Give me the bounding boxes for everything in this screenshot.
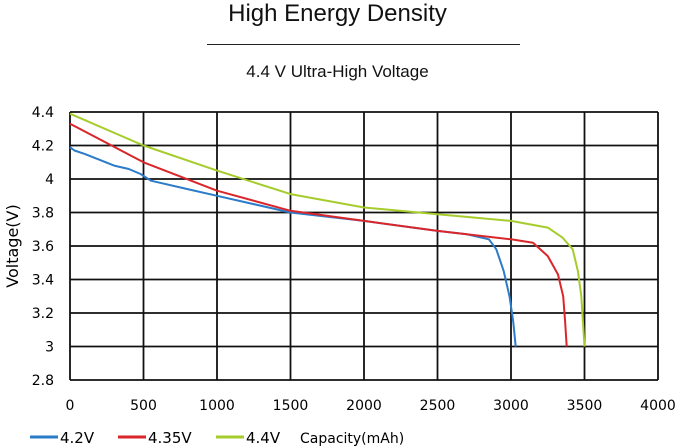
title-divider — [207, 44, 520, 45]
x-tick-label: 1000 — [199, 398, 235, 414]
series-line-4.35V — [69, 122, 568, 347]
y-tick-label: 4 — [45, 172, 54, 188]
x-tick-label: 1500 — [273, 398, 309, 414]
y-tick-label: 3.4 — [32, 273, 54, 289]
x-tick-label: 2500 — [420, 398, 456, 414]
legend-label: 4.2V — [60, 429, 95, 446]
legend-label: 4.4V — [246, 429, 281, 446]
x-tick-label: 500 — [130, 398, 157, 414]
y-tick-label: 3 — [45, 340, 54, 356]
series-line-4.4V — [69, 112, 586, 347]
x-tick-label: 0 — [66, 398, 75, 414]
y-tick-label: 4.4 — [32, 105, 54, 121]
y-tick-label: 4.2 — [32, 139, 54, 155]
y-tick-label: 3.8 — [32, 206, 54, 222]
chart-subtitle: 4.4 V Ultra-High Voltage — [246, 62, 429, 81]
y-axis-label: Voltage(V) — [3, 204, 22, 287]
chart-title: High Energy Density — [228, 0, 447, 27]
x-axis-label: Capacity(mAh) — [300, 431, 404, 446]
y-tick-label: 2.8 — [32, 373, 54, 389]
x-tick-label: 2000 — [346, 398, 382, 414]
x-tick-label: 3500 — [567, 398, 603, 414]
x-tick-label: 4000 — [640, 398, 675, 414]
legend-label: 4.35V — [148, 429, 192, 446]
x-tick-label: 3000 — [493, 398, 529, 414]
series-line-4.2V — [69, 146, 517, 347]
y-tick-label: 3.2 — [32, 306, 54, 322]
y-tick-label: 3.6 — [32, 239, 54, 255]
